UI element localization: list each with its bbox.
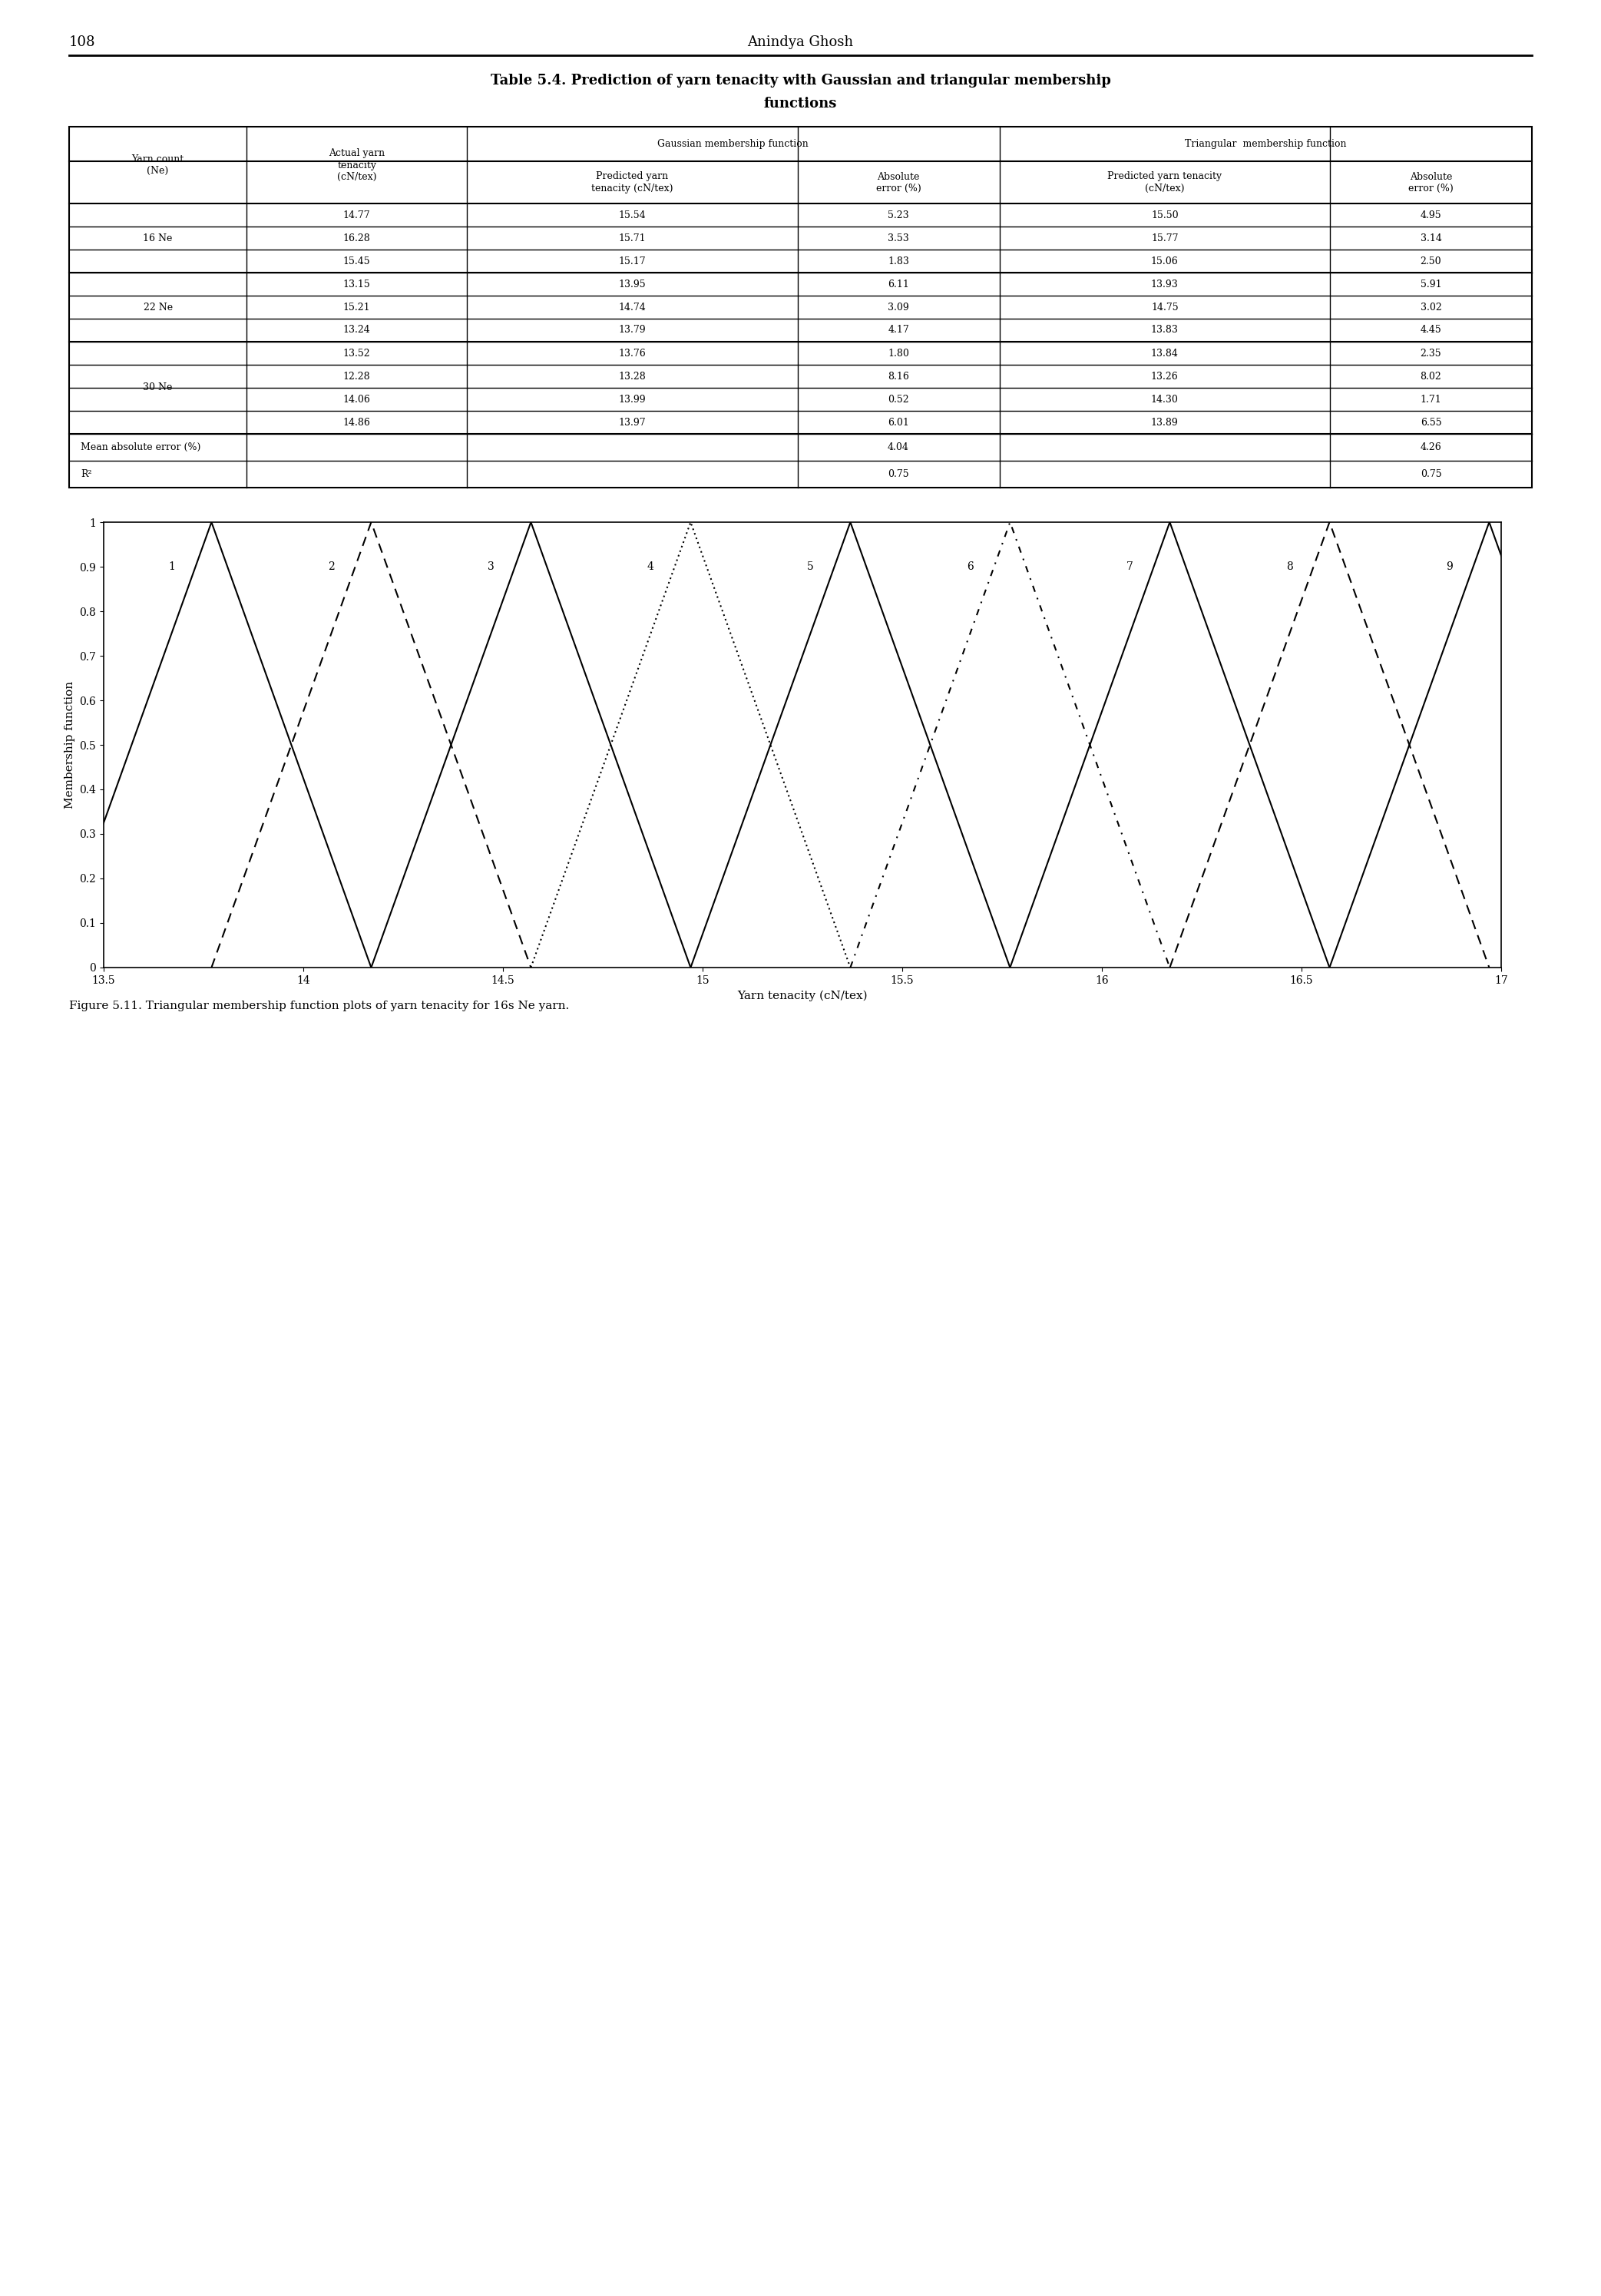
Text: 15.71: 15.71 [618,234,645,243]
Text: 0.75: 0.75 [889,468,909,480]
Text: Absolute
error (%): Absolute error (%) [1409,172,1454,193]
Text: 1.83: 1.83 [887,257,909,266]
Text: 13.52: 13.52 [343,349,370,358]
Text: functions: functions [764,96,837,110]
Bar [69,126,1532,487]
Text: 13.79: 13.79 [618,326,645,335]
Text: 13.99: 13.99 [618,395,645,404]
Text: 15.77: 15.77 [1151,234,1178,243]
Text: 6.01: 6.01 [887,418,909,427]
Text: 16.28: 16.28 [343,234,370,243]
Text: Anindya Ghosh: Anindya Ghosh [748,34,853,48]
Text: 8.16: 8.16 [887,372,909,381]
Text: 2.50: 2.50 [1420,257,1441,266]
Text: 13.97: 13.97 [618,418,645,427]
Text: 15.21: 15.21 [343,303,370,312]
Text: 1.80: 1.80 [887,349,909,358]
Text: 6.11: 6.11 [887,280,909,289]
Text: 13.15: 13.15 [343,280,370,289]
Text: 13.84: 13.84 [1151,349,1178,358]
X-axis label: Yarn tenacity (cN/tex): Yarn tenacity (cN/tex) [738,990,868,1001]
Text: Absolute
error (%): Absolute error (%) [876,172,921,193]
Text: Triangular  membership function: Triangular membership function [1185,140,1346,149]
Text: 4.17: 4.17 [889,326,909,335]
Text: 3.09: 3.09 [889,303,909,312]
Text: 3.53: 3.53 [889,234,909,243]
Text: 13.83: 13.83 [1151,326,1178,335]
Text: Mean absolute error (%): Mean absolute error (%) [80,443,200,452]
Text: 15.17: 15.17 [618,257,645,266]
Text: 4.95: 4.95 [1420,209,1441,220]
Text: Table 5.4. Prediction of yarn tenacity with Gaussian and triangular membership: Table 5.4. Prediction of yarn tenacity w… [490,73,1111,87]
Text: 4.26: 4.26 [1420,443,1441,452]
Text: 108: 108 [69,34,96,48]
Text: 14.75: 14.75 [1151,303,1178,312]
Text: 6.55: 6.55 [1420,418,1441,427]
Text: 4.45: 4.45 [1420,326,1441,335]
Text: 3.02: 3.02 [1420,303,1441,312]
Text: Figure 5.11. Triangular membership function plots of yarn tenacity for 16s Ne ya: Figure 5.11. Triangular membership funct… [69,1001,570,1010]
Text: 4.04: 4.04 [887,443,909,452]
Text: 13.95: 13.95 [618,280,645,289]
Text: 5: 5 [807,560,813,572]
Text: 0.75: 0.75 [1420,468,1441,480]
Text: 13.89: 13.89 [1151,418,1178,427]
Text: Gaussian membership function: Gaussian membership function [658,140,809,149]
Text: 14.77: 14.77 [343,209,370,220]
Text: 22 Ne: 22 Ne [142,303,173,312]
Text: 8.02: 8.02 [1420,372,1441,381]
Text: 7: 7 [1127,560,1134,572]
Text: Yarn count
(Ne): Yarn count (Ne) [131,154,184,177]
Text: 2: 2 [328,560,335,572]
Text: 16 Ne: 16 Ne [142,234,173,243]
Text: 15.45: 15.45 [343,257,370,266]
Text: 13.26: 13.26 [1151,372,1178,381]
Y-axis label: Membership function: Membership function [64,682,75,808]
Text: 1: 1 [168,560,175,572]
Text: 0.52: 0.52 [889,395,909,404]
Text: 2.35: 2.35 [1420,349,1441,358]
Text: 13.28: 13.28 [618,372,645,381]
Text: R²: R² [80,468,91,480]
Text: 12.28: 12.28 [343,372,370,381]
Text: 1.71: 1.71 [1420,395,1441,404]
Text: 4: 4 [647,560,655,572]
Text: 13.93: 13.93 [1151,280,1178,289]
Text: Actual yarn
tenacity
(cN/tex): Actual yarn tenacity (cN/tex) [328,149,384,181]
Text: Predicted yarn tenacity
(cN/tex): Predicted yarn tenacity (cN/tex) [1108,172,1222,193]
Text: 14.74: 14.74 [618,303,645,312]
Text: 15.54: 15.54 [618,209,645,220]
Text: 5.91: 5.91 [1420,280,1441,289]
Text: 13.76: 13.76 [618,349,645,358]
Text: 14.86: 14.86 [343,418,370,427]
Text: 9: 9 [1446,560,1452,572]
Text: 5.23: 5.23 [889,209,909,220]
Text: 30 Ne: 30 Ne [142,383,173,393]
Text: 6: 6 [967,560,973,572]
Text: 8: 8 [1286,560,1294,572]
Text: 3.14: 3.14 [1420,234,1441,243]
Text: Predicted yarn
tenacity (cN/tex): Predicted yarn tenacity (cN/tex) [591,172,672,193]
Text: 15.06: 15.06 [1151,257,1178,266]
Text: 3: 3 [488,560,495,572]
Text: 15.50: 15.50 [1151,209,1178,220]
Text: 13.24: 13.24 [343,326,370,335]
Text: 14.30: 14.30 [1151,395,1178,404]
Text: 14.06: 14.06 [343,395,370,404]
